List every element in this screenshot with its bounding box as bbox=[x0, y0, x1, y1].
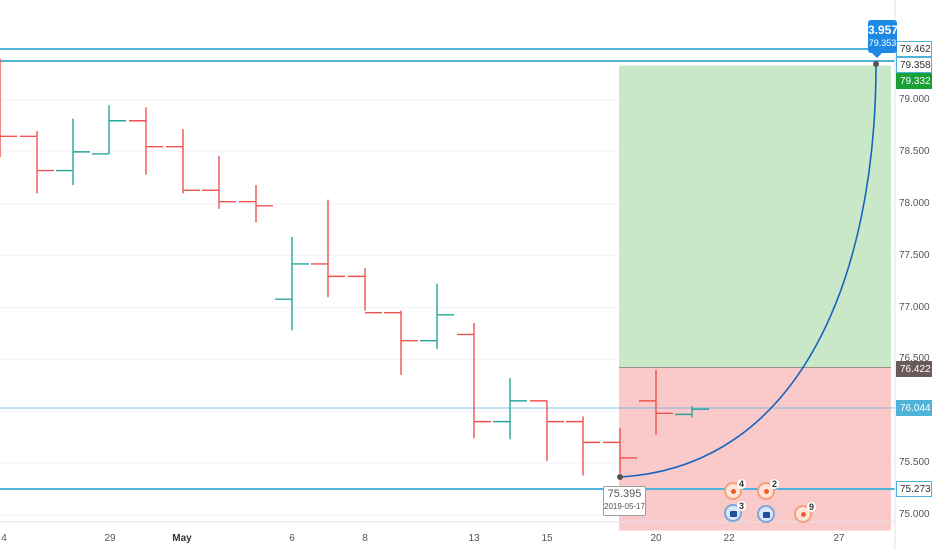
event-dot bbox=[764, 489, 769, 494]
ohlc-bar bbox=[530, 400, 564, 462]
loss-zone[interactable] bbox=[619, 367, 891, 531]
level-price-tag: 79.462 bbox=[896, 41, 932, 57]
current-price-tag: 76.044 bbox=[896, 400, 932, 416]
event-count: 4 bbox=[737, 479, 747, 489]
ohlc-bar bbox=[0, 58, 17, 158]
time-axis-label: 8 bbox=[362, 533, 368, 544]
time-axis-label: May bbox=[172, 533, 192, 544]
time-axis-label: 29 bbox=[104, 533, 116, 544]
ohlc-bar bbox=[311, 199, 345, 298]
ohlc-bar bbox=[348, 268, 382, 314]
profit-zone[interactable] bbox=[619, 65, 891, 368]
ohlc-bar bbox=[566, 416, 600, 476]
time-axis-label: 4 bbox=[1, 533, 7, 544]
ohlc-bar bbox=[603, 427, 637, 474]
economic-event-icon[interactable]: 2 bbox=[757, 479, 780, 500]
time-axis-label: 15 bbox=[541, 533, 553, 544]
ohlc-bar bbox=[639, 369, 673, 436]
projection-end-point[interactable] bbox=[873, 61, 879, 67]
ohlc-bar bbox=[20, 131, 54, 194]
projection-curve[interactable] bbox=[619, 63, 877, 478]
economic-event-icon[interactable]: 9 bbox=[794, 502, 817, 523]
event-dot bbox=[731, 489, 736, 494]
event-dot bbox=[763, 512, 770, 518]
time-axis-label: 13 bbox=[468, 533, 480, 544]
ohlc-bar bbox=[420, 283, 454, 349]
horizontal-levels[interactable] bbox=[0, 48, 895, 490]
time-axis-label: 6 bbox=[289, 533, 295, 544]
price-axis-label: 75.000 bbox=[899, 509, 930, 520]
price-axis-label: 79.000 bbox=[899, 94, 930, 105]
projection-change-tooltip: 3.957 79.353 bbox=[868, 20, 899, 53]
price-axis-label: 75.500 bbox=[899, 457, 930, 469]
ohlc-bar bbox=[56, 118, 90, 186]
target-price-tag: 79.332 bbox=[896, 73, 932, 89]
ohlc-bar bbox=[239, 185, 273, 223]
flag-event-icon[interactable]: 3 bbox=[724, 501, 747, 522]
projection-end-price: 79.353 bbox=[868, 38, 897, 48]
projection-change-value: 3.957 bbox=[868, 23, 899, 37]
ohlc-bar bbox=[166, 129, 200, 194]
event-count: 9 bbox=[807, 502, 817, 512]
price-axis-label: 76.500 bbox=[899, 353, 930, 365]
ohlc-bar bbox=[457, 323, 491, 439]
ohlc-bar bbox=[202, 156, 236, 209]
projection-start-point[interactable] bbox=[617, 474, 623, 480]
price-axis-label: 78.000 bbox=[899, 197, 930, 209]
projection-anchor-label: 75.395 2019-05-17 bbox=[603, 486, 646, 516]
anchor-date: 2019-05-17 bbox=[604, 502, 645, 511]
price-axis-label: 77.500 bbox=[899, 249, 930, 261]
anchor-price: 75.395 bbox=[607, 488, 642, 500]
support-price-tag: 75.273 bbox=[896, 481, 932, 497]
economic-event-icon[interactable]: 4 bbox=[724, 479, 747, 500]
ohlc-bars bbox=[0, 58, 709, 476]
ohlc-bar bbox=[129, 107, 163, 175]
time-axis-label: 22 bbox=[723, 533, 735, 544]
stop-price-tag: 76.422 bbox=[896, 361, 932, 377]
ohlc-bar bbox=[384, 310, 418, 375]
ohlc-bar bbox=[493, 378, 527, 440]
time-axis-label: 20 bbox=[650, 533, 662, 544]
ohlc-bar bbox=[675, 406, 709, 418]
price-axis-label: 77.000 bbox=[899, 301, 930, 313]
tooltip-pointer bbox=[872, 53, 882, 58]
event-count: 2 bbox=[770, 479, 780, 489]
event-dot bbox=[730, 511, 737, 517]
price-axis-label: 78.500 bbox=[899, 145, 930, 157]
ohlc-bar bbox=[275, 236, 309, 331]
flag-event-icon[interactable] bbox=[757, 505, 775, 523]
time-axis-label: 27 bbox=[833, 533, 845, 544]
event-count: 3 bbox=[737, 501, 747, 511]
ohlc-bar bbox=[92, 105, 126, 155]
level-price-tag: 79.358 bbox=[896, 57, 932, 73]
chart-grid bbox=[0, 99, 895, 516]
event-dot bbox=[801, 512, 806, 517]
